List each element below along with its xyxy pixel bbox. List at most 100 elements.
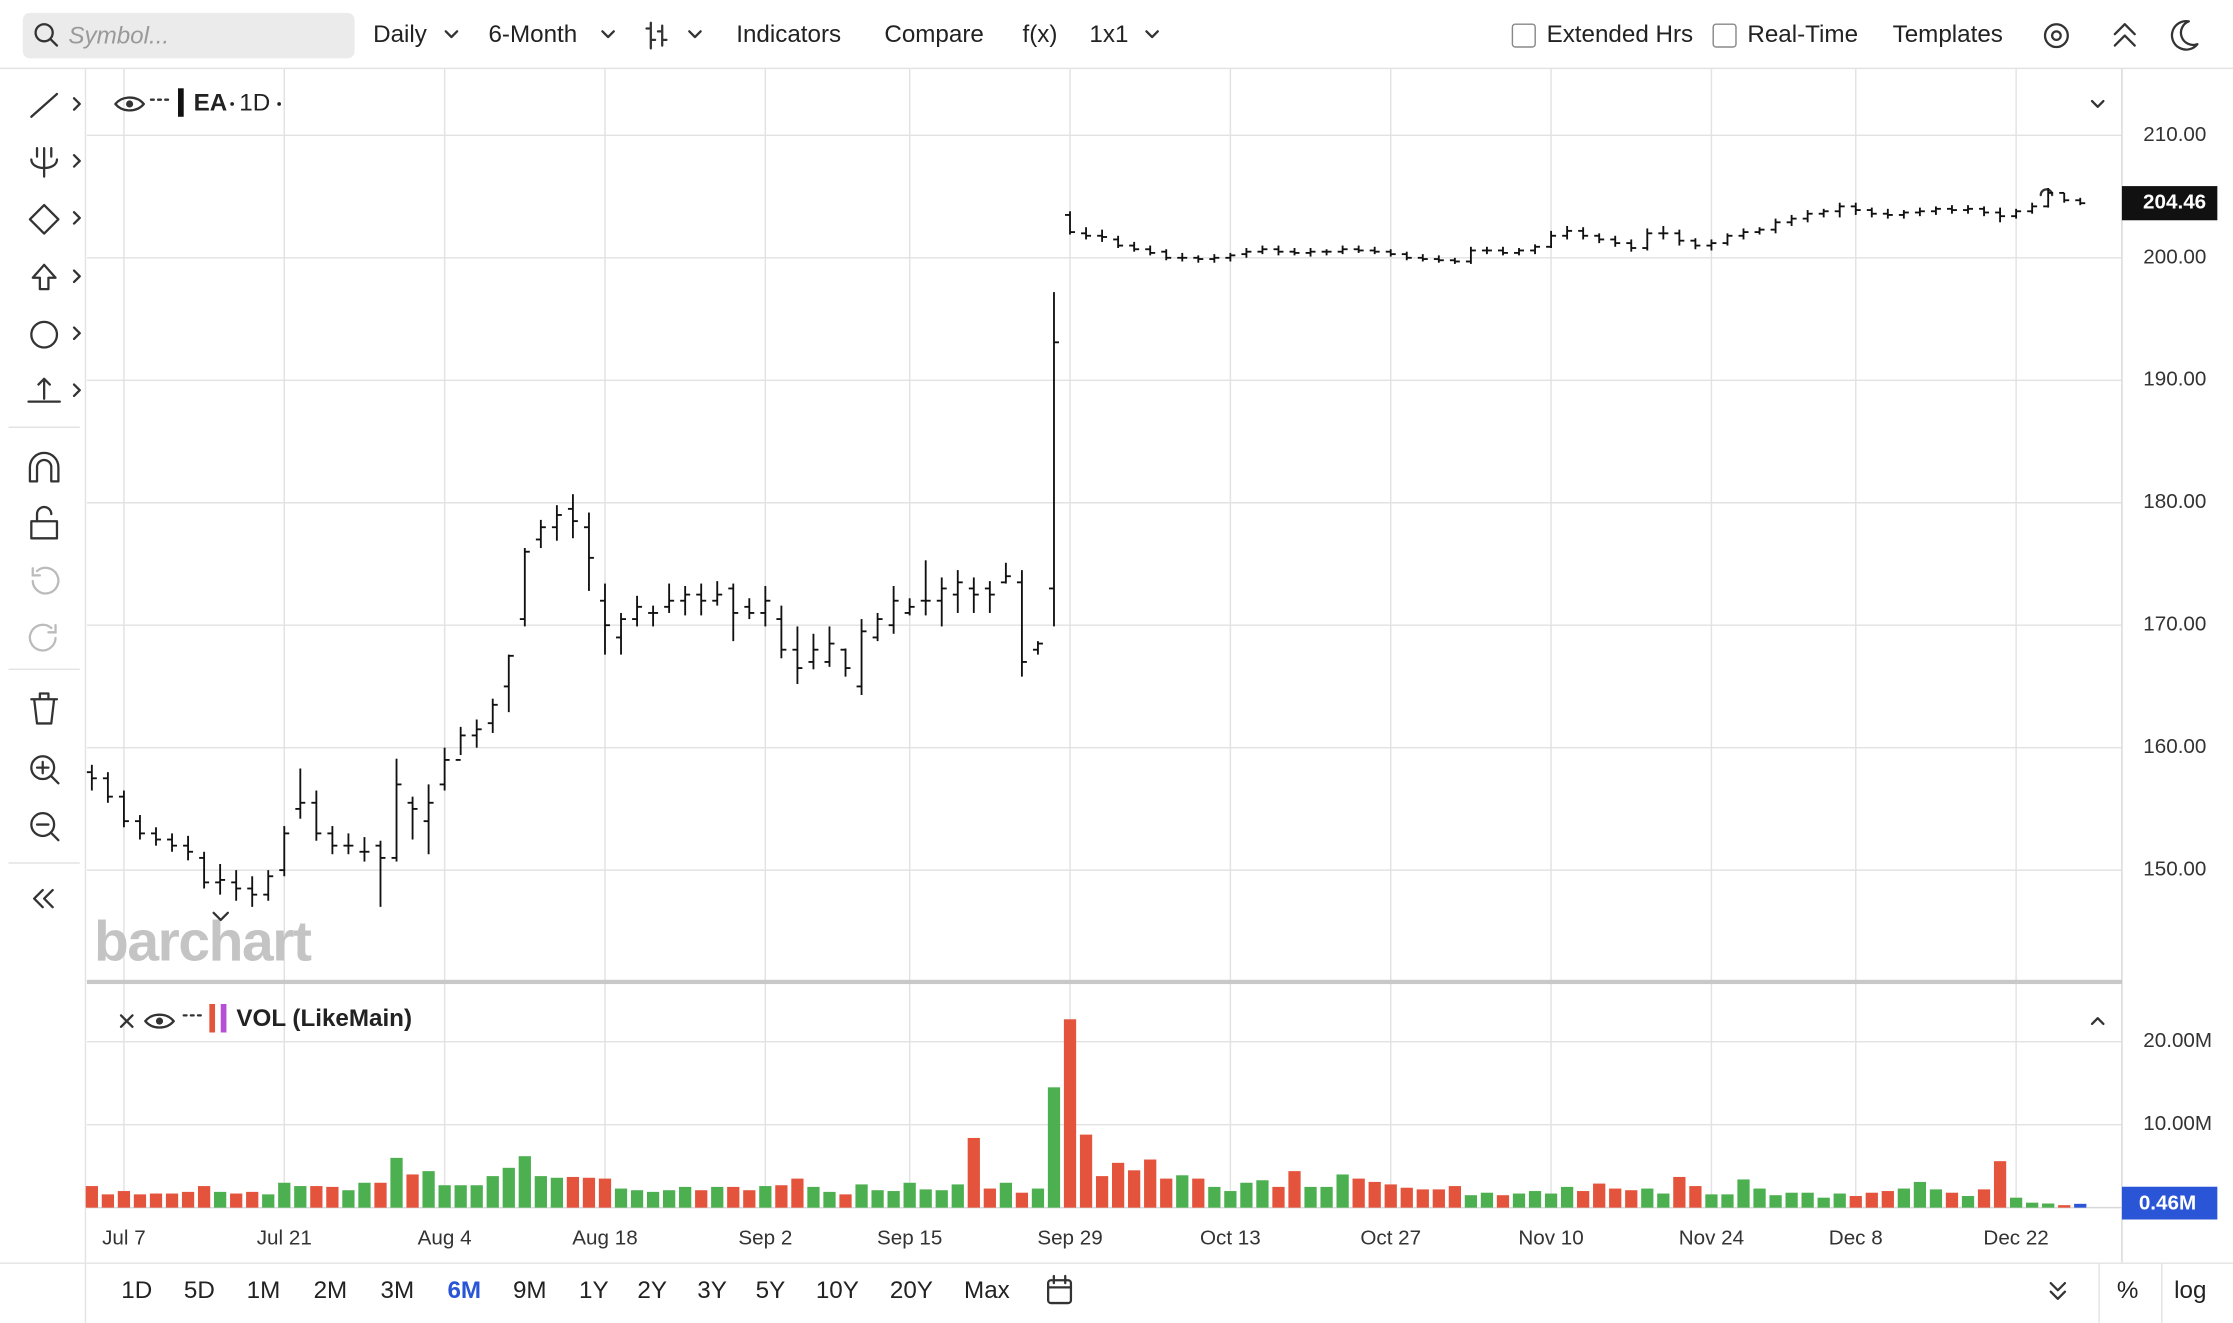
theme-button[interactable]: [2170, 19, 2199, 51]
layout-select[interactable]: 1x1: [1089, 21, 1128, 48]
range-button[interactable]: 20Y: [890, 1277, 933, 1304]
x-tick-label: Dec 8: [1829, 1226, 1883, 1249]
log-button[interactable]: log: [2174, 1277, 2206, 1304]
percent-button[interactable]: %: [2117, 1277, 2139, 1304]
measure-tool[interactable]: [27, 377, 61, 403]
fx-button[interactable]: f(x): [1023, 21, 1058, 48]
line-tool[interactable]: [30, 92, 59, 118]
visibility-button[interactable]: [114, 96, 145, 112]
volume-bar: [486, 1176, 499, 1208]
volume-bar: [566, 1176, 580, 1208]
volume-bar: [1528, 1191, 1542, 1208]
x-tick-label: Sep 29: [1037, 1226, 1102, 1249]
real-time-label[interactable]: Real-Time: [1747, 21, 1858, 48]
volume-bar: [1063, 1019, 1077, 1208]
arrow-tool[interactable]: [31, 263, 57, 291]
zoom-in-icon: [35, 760, 60, 785]
volume-bar: [1849, 1196, 1862, 1208]
volume-bar: [983, 1188, 996, 1208]
expand-button[interactable]: [2049, 1281, 2067, 1300]
interval-select[interactable]: Daily: [373, 21, 428, 48]
search-icon: [34, 23, 54, 43]
lock-icon: [35, 505, 53, 523]
chart-type-button[interactable]: [645, 21, 668, 50]
volume-bar: [1304, 1186, 1317, 1208]
fork-tool[interactable]: [30, 146, 59, 178]
range-button[interactable]: 3Y: [697, 1277, 727, 1304]
volume-bar: [791, 1178, 804, 1208]
range-button[interactable]: 2Y: [637, 1277, 667, 1304]
volume-bar: [1432, 1189, 1445, 1208]
volume-bar: [181, 1191, 195, 1208]
range-button[interactable]: 6M: [447, 1277, 481, 1304]
volume-bar: [1801, 1192, 1814, 1208]
y-tick-label: 20.00M: [2143, 1029, 2212, 1052]
volume-bar: [1400, 1187, 1413, 1208]
y-tick-label: 160.00: [2143, 735, 2206, 758]
volume-bar: [1993, 1161, 2007, 1208]
annotation-tool[interactable]: [30, 320, 59, 349]
volume-bar: [550, 1177, 564, 1208]
volume-bar: [1176, 1175, 1189, 1208]
range-bar: 1D 5D 1M 2M 3M 6M 9M 1Y 2Y 3Y 5Y 10Y 20Y Max: [121, 1277, 1010, 1304]
volume-bar: [1689, 1186, 1702, 1208]
volume-bar: [246, 1191, 259, 1208]
volume-bar: [278, 1182, 291, 1208]
panel-menu[interactable]: [2090, 1017, 2105, 1026]
volume-bar: [1657, 1193, 1670, 1208]
chevron: [688, 30, 702, 39]
range-button[interactable]: 3M: [381, 1277, 415, 1304]
indicators-button[interactable]: Indicators: [736, 21, 841, 48]
zoom-out-button[interactable]: [30, 812, 56, 838]
collapse-toolbar-button[interactable]: [33, 888, 54, 909]
range-button[interactable]: 1M: [247, 1277, 281, 1304]
volume-bar: [262, 1194, 275, 1208]
volume-bar: [149, 1193, 163, 1208]
y-tick-label: 200.00: [2143, 245, 2206, 268]
y-tick-label: 180.00: [2143, 490, 2206, 513]
range-button[interactable]: Max: [964, 1277, 1010, 1304]
shape-tool[interactable]: [28, 203, 60, 235]
checkbox[interactable]: [1712, 23, 1737, 48]
range-button[interactable]: 5D: [184, 1277, 215, 1304]
range-button[interactable]: 1Y: [579, 1277, 609, 1304]
volume-bar: [1384, 1184, 1397, 1208]
last-volume-label: 0.46M: [2139, 1191, 2196, 1214]
volume-bar: [598, 1178, 612, 1208]
magnet-button[interactable]: [28, 451, 60, 483]
zoom-in-button[interactable]: [30, 755, 56, 781]
range-button[interactable]: 2M: [314, 1277, 348, 1304]
volume-bar: [1737, 1179, 1750, 1208]
close-indicator-button[interactable]: [119, 1014, 134, 1028]
extended-hours-label[interactable]: Extended Hrs: [1547, 21, 1694, 48]
symbol-search[interactable]: [22, 12, 355, 59]
range-select[interactable]: 6-Month: [488, 21, 577, 48]
collapse-button[interactable]: [2113, 23, 2136, 47]
volume-bar: [390, 1157, 403, 1208]
compare-button[interactable]: Compare: [884, 21, 983, 48]
symbol-placeholder[interactable]: Symbol...: [68, 22, 169, 49]
volume-bar: [919, 1189, 932, 1208]
range-button[interactable]: 5Y: [756, 1277, 786, 1304]
settings-button[interactable]: [2043, 23, 2069, 49]
range-button[interactable]: 1D: [121, 1277, 152, 1304]
checkbox[interactable]: [1511, 23, 1536, 48]
tool-chevrons: [72, 97, 81, 398]
volume-bar: [85, 1186, 98, 1208]
range-button[interactable]: 10Y: [816, 1277, 859, 1304]
lock-button[interactable]: [30, 520, 59, 540]
date-picker-button[interactable]: [1047, 1279, 1073, 1305]
visibility-button[interactable]: [144, 1013, 175, 1029]
undo-button[interactable]: [31, 566, 60, 595]
redo-button[interactable]: [28, 623, 57, 652]
x-tick-label: Aug 4: [418, 1226, 472, 1249]
panel-menu[interactable]: [2090, 99, 2105, 108]
volume-bar: [582, 1177, 596, 1208]
volume-bar: [775, 1185, 788, 1208]
volume-bar: [1897, 1188, 1910, 1208]
templates-button[interactable]: Templates: [1893, 21, 2003, 48]
delete-button[interactable]: [30, 692, 59, 725]
range-button[interactable]: 9M: [513, 1277, 547, 1304]
volume-bar: [743, 1190, 756, 1208]
volume-bar: [1416, 1189, 1429, 1208]
